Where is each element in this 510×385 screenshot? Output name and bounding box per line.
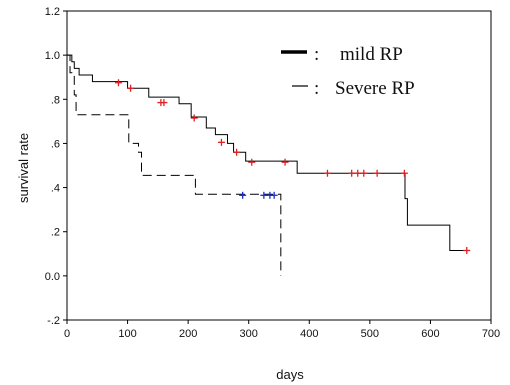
censor-mark-mild-rp [373,169,381,177]
y-tick-label: .2 [51,227,60,239]
y-tick-label: .8 [51,94,60,106]
x-axis-title: days [276,367,304,382]
censor-mark-mild-rp [463,246,471,254]
y-axis: -.2 0.0 .2 .4 .6 .8 1.0 1.2 [45,6,67,327]
y-tick-label: 1.2 [45,6,60,18]
x-tick-label: 100 [118,328,136,340]
series-severe-rp-line [67,54,282,276]
censor-mark-mild-rp [323,169,331,177]
x-tick-label: 300 [240,328,258,340]
censor-mark-mild-rp [233,148,241,156]
censor-mark-severe-rp [239,191,247,199]
censor-mark-mild-rp [360,169,368,177]
series-layer [67,54,467,276]
censor-mark-severe-rp [260,191,268,199]
x-axis: 0 100 200 300 400 500 600 700 [64,320,500,340]
y-tick-label: -.2 [47,315,60,327]
censor-marks [114,79,471,254]
censor-mark-mild-rp [354,169,362,177]
censor-mark-mild-rp [217,138,225,146]
plot-frame [66,10,492,321]
censor-mark-mild-rp [248,158,256,166]
censor-mark-mild-rp [160,99,168,107]
x-tick-label: 200 [179,328,197,340]
x-tick-label: 400 [300,328,318,340]
censor-mark-mild-rp [400,169,408,177]
censor-mark-mild-rp [348,169,356,177]
y-tick-label: 1.0 [45,50,60,62]
x-tick-label: 600 [421,328,439,340]
legend: : mild RP : Severe RP [281,44,415,99]
censor-mark-mild-rp [114,79,122,87]
legend-severe-separator: : [314,78,319,99]
y-axis-title: survival rate [16,133,31,203]
censor-mark-mild-rp [190,114,198,122]
y-tick-label: 0.0 [45,271,60,283]
y-tick-label: .6 [51,138,60,150]
x-tick-label: 0 [64,328,70,340]
censor-mark-mild-rp [281,158,289,166]
censor-mark-severe-rp [270,191,278,199]
legend-mild-separator: : [314,44,319,65]
legend-mild-label: mild RP [340,44,403,65]
y-tick-label: .4 [51,183,60,195]
x-tick-label: 700 [482,328,500,340]
legend-severe-label: Severe RP [335,78,415,99]
censor-mark-mild-rp [127,84,135,92]
x-tick-label: 500 [361,328,379,340]
series-mild-rp-line [67,54,467,251]
